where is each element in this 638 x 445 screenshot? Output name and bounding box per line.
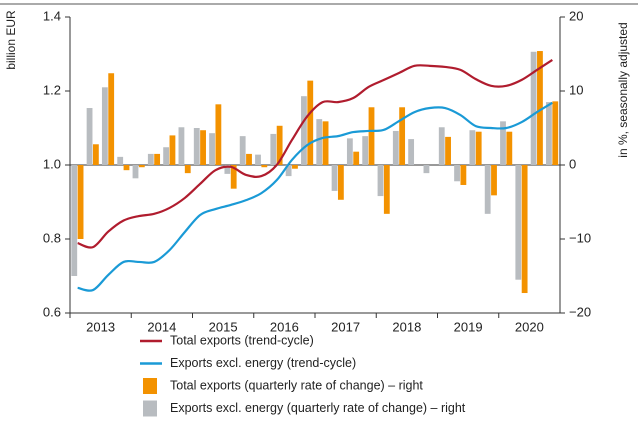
bar <box>445 136 451 165</box>
bar <box>515 165 522 280</box>
bar <box>239 136 246 165</box>
bar <box>454 165 460 182</box>
bar <box>337 165 344 200</box>
legend-swatch <box>143 400 157 417</box>
bar <box>537 51 543 165</box>
bar <box>138 165 145 168</box>
bar <box>261 165 268 168</box>
bar <box>147 153 154 165</box>
x-tick-label: 2018 <box>392 319 421 334</box>
bar <box>307 80 314 165</box>
bar <box>377 165 384 197</box>
legend-label: Exports excl. energy (trend-cycle) <box>170 356 356 370</box>
bar <box>169 135 176 165</box>
bar <box>362 136 369 165</box>
legend-label: Exports excl. energy (quarterly rate of … <box>170 401 466 415</box>
x-tick-label: 2015 <box>209 319 238 334</box>
bar <box>154 153 161 165</box>
bar <box>346 138 353 165</box>
x-tick-label: 2020 <box>515 319 544 334</box>
bar <box>270 133 277 165</box>
bar <box>108 73 115 165</box>
bar <box>193 128 200 165</box>
bar <box>224 165 231 174</box>
bar <box>230 165 237 189</box>
bar <box>500 121 506 165</box>
bar <box>331 165 338 191</box>
x-tick-label: 2014 <box>147 319 176 334</box>
y2-tick-label: −20 <box>569 304 591 319</box>
bar <box>163 147 170 165</box>
legend-swatch <box>143 378 157 394</box>
bar <box>209 133 215 165</box>
legend-label: Total exports (quarterly rate of change)… <box>170 378 423 392</box>
x-tick-label: 2016 <box>270 319 299 334</box>
bar <box>246 153 252 165</box>
x-tick-label: 2017 <box>331 319 360 334</box>
bar <box>184 165 191 174</box>
bar <box>215 104 222 165</box>
bar <box>368 107 375 165</box>
bar <box>276 125 283 165</box>
line <box>77 101 553 292</box>
bar <box>423 165 430 174</box>
bar <box>316 119 323 165</box>
bar <box>301 96 307 165</box>
y-tick-label: 1.0 <box>43 156 61 171</box>
bar <box>132 165 139 179</box>
bar <box>123 165 130 171</box>
x-tick-label: 2019 <box>454 319 483 334</box>
y2-axis-label: in %, seasonally adjusted <box>616 22 630 157</box>
bar <box>392 130 399 165</box>
bar <box>438 127 445 165</box>
bar <box>292 165 298 169</box>
bar <box>117 156 124 165</box>
y-tick-label: 0.8 <box>43 230 61 245</box>
bar <box>285 165 292 177</box>
y-tick-label: 1.4 <box>43 8 61 23</box>
line <box>77 58 553 249</box>
bar <box>71 165 78 276</box>
bar <box>530 51 537 165</box>
bar <box>491 165 497 196</box>
legend-label: Total exports (trend-cycle) <box>170 333 314 347</box>
bar <box>322 121 329 165</box>
bar <box>200 130 206 165</box>
x-tick-label: 2013 <box>86 319 115 334</box>
y-tick-label: 0.6 <box>43 304 61 319</box>
y2-tick-label: −10 <box>569 230 591 245</box>
bar <box>92 144 99 165</box>
bar <box>475 131 482 165</box>
bar <box>77 165 84 239</box>
y-tick-label: 1.2 <box>43 82 61 97</box>
bar <box>178 127 185 165</box>
y-axis-label: billion EUR <box>4 10 18 70</box>
y2-tick-label: 20 <box>569 8 583 23</box>
bar <box>484 165 491 214</box>
bar <box>399 107 406 165</box>
y2-tick-label: 10 <box>569 82 583 97</box>
bar <box>469 130 476 165</box>
y2-tick-label: 0 <box>569 156 576 171</box>
bar <box>101 87 108 165</box>
bar <box>353 151 360 165</box>
bar <box>521 165 528 294</box>
bar <box>408 139 415 165</box>
bar <box>383 165 390 214</box>
bar <box>255 154 261 165</box>
bar <box>552 101 559 165</box>
bar <box>506 131 513 165</box>
bar <box>546 102 552 165</box>
bar <box>86 108 93 165</box>
bar <box>460 165 467 185</box>
